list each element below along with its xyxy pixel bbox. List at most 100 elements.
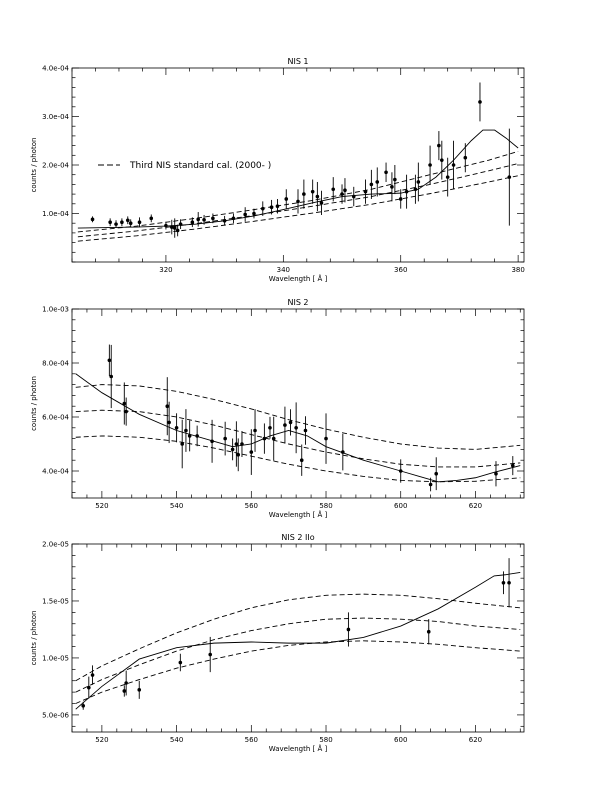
data-point [346,627,351,632]
data-point [369,182,374,187]
data-point [463,155,468,160]
calibration-curve [75,384,521,450]
x-tick-label: 520 [95,736,108,744]
data-point [230,447,235,452]
fit-curve [75,373,521,483]
data-point [165,404,170,409]
y-tick-label: 6.0e-04 [42,414,69,422]
data-point [390,185,394,189]
data-point [271,436,276,441]
data-point [445,175,450,179]
calibration-curve [77,150,519,233]
data-point [90,673,95,677]
data-point [434,471,439,476]
data-point [120,220,124,225]
data-point [398,197,403,201]
x-axis-label: Wavelength [ Å ] [269,510,328,519]
data-point [249,450,254,454]
data-point [507,580,511,585]
data-point [253,428,257,433]
x-tick-label: 620 [469,502,482,510]
data-point [128,221,133,225]
data-point [137,688,142,692]
x-tick-label: 580 [319,736,332,744]
plot-frame [71,308,525,499]
x-tick-label: 600 [394,736,407,744]
data-point [149,216,154,221]
plot-frame [71,543,525,733]
data-point [451,163,456,167]
x-tick-label: 320 [159,266,172,274]
x-tick-label: 560 [245,736,258,744]
data-point [184,428,188,433]
data-point [343,188,347,193]
panel-nis-2-iio: NIS 2 IIo Wavelength [ Å ] counts / photon… [30,533,525,753]
data-point [180,442,184,446]
fit-curve [75,572,521,710]
data-point [315,194,320,199]
y-tick-label: 5.0e-06 [42,711,69,719]
x-tick-label: 520 [95,502,108,510]
data-point [175,228,180,233]
data-point [331,187,336,192]
data-point [284,197,289,201]
data-point [125,218,130,223]
data-point [319,201,324,205]
data-point [202,218,206,222]
data-point [122,689,127,693]
data-point [437,143,441,148]
data-point [310,189,315,194]
data-point [375,180,380,184]
calibration-curve [75,593,521,682]
y-tick-label: 1.0e-03 [42,306,69,314]
calibration-curve [77,175,519,242]
data-point [178,660,183,665]
calibration-curve [75,617,521,693]
data-point [223,436,227,441]
data-points-series [107,344,515,492]
data-point [87,685,91,690]
panel-title: NIS 2 [287,298,308,307]
data-point [510,463,515,468]
x-axis-label: Wavelength [ Å ] [269,744,328,753]
data-point [211,216,215,221]
y-axis-label: counts / photon [30,611,38,666]
y-tick-label: 4.0e-04 [42,65,69,73]
x-tick-label: 620 [469,736,482,744]
data-point [90,217,95,222]
data-point [124,681,128,685]
data-point [81,703,86,708]
data-point [114,222,118,226]
data-point [234,442,239,446]
data-point [268,426,272,430]
x-axis-label: Wavelength [ Å ] [269,274,328,283]
data-point [288,420,293,425]
y-tick-label: 1.0e-05 [42,654,69,662]
x-tick-label: 540 [170,736,183,744]
data-point [384,170,388,175]
y-tick-label: 3.0e-04 [42,113,69,121]
y-tick-label: 1.5e-05 [42,597,69,605]
y-tick-label: 1.0e-04 [42,210,69,218]
data-points-series [81,558,511,710]
data-point [208,652,213,657]
data-point [416,180,421,184]
data-point [299,458,304,463]
data-point [172,226,177,230]
y-tick-label: 2.0e-05 [42,541,69,549]
data-point [494,471,498,476]
calibration-curve [75,640,521,704]
data-point [190,220,195,225]
data-point [109,374,114,379]
panel-title: NIS 1 [287,57,308,66]
data-point [296,199,300,204]
data-point [393,177,397,182]
x-tick-label: 560 [245,502,258,510]
calibration-curve [75,435,521,483]
y-tick-label: 2.0e-04 [42,162,69,170]
x-tick-label: 580 [319,502,332,510]
data-point [137,220,142,225]
legend-entry: Third NIS standard cal. (2000- ) [129,161,271,171]
y-tick-label: 4.0e-04 [42,468,69,476]
y-tick-label: 8.0e-04 [42,360,69,368]
